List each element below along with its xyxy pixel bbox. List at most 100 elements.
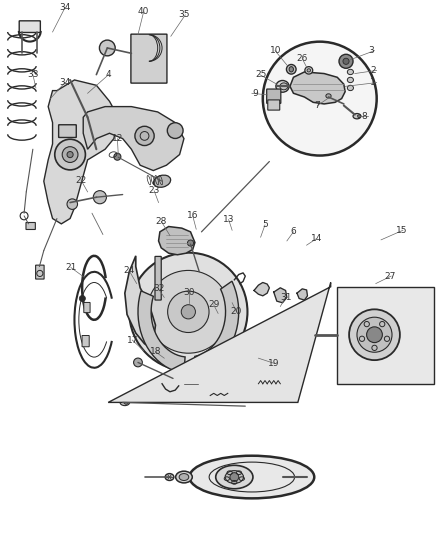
Polygon shape	[297, 289, 307, 300]
Text: 13: 13	[223, 215, 234, 224]
Circle shape	[263, 42, 377, 156]
Circle shape	[339, 54, 353, 68]
Ellipse shape	[276, 80, 289, 92]
Circle shape	[67, 199, 78, 209]
Polygon shape	[108, 282, 331, 402]
Ellipse shape	[305, 67, 313, 74]
Ellipse shape	[326, 94, 331, 98]
FancyBboxPatch shape	[26, 222, 35, 230]
Polygon shape	[195, 281, 239, 372]
Text: 8: 8	[361, 112, 367, 120]
Text: 4: 4	[106, 70, 111, 79]
FancyBboxPatch shape	[82, 335, 89, 347]
Circle shape	[93, 191, 106, 204]
Polygon shape	[159, 227, 195, 255]
Polygon shape	[44, 80, 118, 224]
Text: 19: 19	[268, 359, 279, 368]
FancyBboxPatch shape	[59, 125, 76, 138]
Circle shape	[349, 309, 400, 360]
FancyBboxPatch shape	[84, 302, 90, 313]
Text: 27: 27	[385, 272, 396, 280]
Text: 17: 17	[127, 336, 138, 344]
Text: 23: 23	[148, 187, 160, 195]
Text: 29: 29	[208, 301, 219, 309]
Ellipse shape	[184, 379, 197, 388]
Circle shape	[99, 40, 115, 56]
Polygon shape	[337, 287, 434, 384]
Text: 33: 33	[27, 70, 39, 79]
Circle shape	[55, 139, 85, 170]
Text: 30: 30	[184, 288, 195, 296]
Circle shape	[62, 147, 78, 163]
Text: 35: 35	[179, 11, 190, 19]
Ellipse shape	[165, 474, 174, 481]
Text: 18: 18	[150, 348, 161, 356]
FancyBboxPatch shape	[155, 256, 161, 300]
Polygon shape	[83, 107, 184, 171]
FancyBboxPatch shape	[19, 21, 40, 33]
Text: 34: 34	[59, 4, 71, 12]
Circle shape	[134, 358, 142, 367]
Ellipse shape	[280, 83, 288, 90]
Circle shape	[67, 151, 73, 158]
FancyBboxPatch shape	[35, 265, 44, 279]
Text: 12: 12	[112, 134, 123, 143]
Text: 7: 7	[314, 101, 321, 110]
Ellipse shape	[189, 456, 314, 498]
Text: 3: 3	[368, 46, 374, 55]
Circle shape	[135, 126, 154, 146]
Text: 9: 9	[253, 89, 258, 98]
Polygon shape	[290, 72, 345, 104]
Ellipse shape	[179, 474, 189, 481]
Circle shape	[147, 270, 230, 353]
Text: 28: 28	[155, 217, 167, 225]
Ellipse shape	[307, 69, 311, 72]
Text: 31: 31	[280, 293, 291, 302]
Text: 26: 26	[297, 54, 308, 63]
Text: 22: 22	[75, 176, 87, 184]
Polygon shape	[138, 291, 185, 373]
FancyBboxPatch shape	[268, 100, 280, 110]
Circle shape	[230, 473, 239, 481]
Text: 6: 6	[290, 228, 297, 236]
Text: 34: 34	[59, 78, 71, 87]
Ellipse shape	[357, 115, 361, 118]
Text: 1: 1	[370, 78, 376, 87]
Circle shape	[187, 240, 194, 246]
Circle shape	[79, 295, 85, 302]
Text: 20: 20	[231, 308, 242, 316]
Circle shape	[357, 317, 392, 352]
Ellipse shape	[176, 471, 192, 483]
Text: 21: 21	[65, 263, 77, 272]
Polygon shape	[125, 256, 155, 346]
Ellipse shape	[215, 465, 253, 489]
Ellipse shape	[347, 69, 353, 75]
Polygon shape	[254, 282, 269, 296]
Ellipse shape	[124, 401, 128, 405]
Circle shape	[367, 327, 382, 343]
Text: 2: 2	[370, 66, 376, 75]
Text: 40: 40	[138, 7, 149, 16]
Ellipse shape	[289, 67, 293, 72]
Text: 24: 24	[124, 266, 135, 275]
Text: 16: 16	[187, 212, 198, 220]
Text: 14: 14	[311, 235, 322, 243]
Text: 32: 32	[153, 285, 164, 293]
FancyBboxPatch shape	[267, 89, 281, 103]
FancyBboxPatch shape	[131, 34, 167, 83]
Text: 10: 10	[270, 46, 282, 55]
Circle shape	[181, 305, 195, 319]
Ellipse shape	[286, 64, 296, 74]
Text: 5: 5	[262, 221, 268, 229]
Polygon shape	[274, 288, 287, 303]
Text: 25: 25	[255, 70, 266, 79]
Ellipse shape	[347, 77, 353, 83]
Circle shape	[114, 153, 121, 160]
Ellipse shape	[225, 471, 244, 483]
Circle shape	[167, 123, 183, 139]
Ellipse shape	[347, 85, 353, 91]
Circle shape	[343, 58, 349, 64]
Ellipse shape	[353, 114, 361, 119]
Text: 15: 15	[396, 226, 408, 235]
Circle shape	[168, 291, 209, 333]
